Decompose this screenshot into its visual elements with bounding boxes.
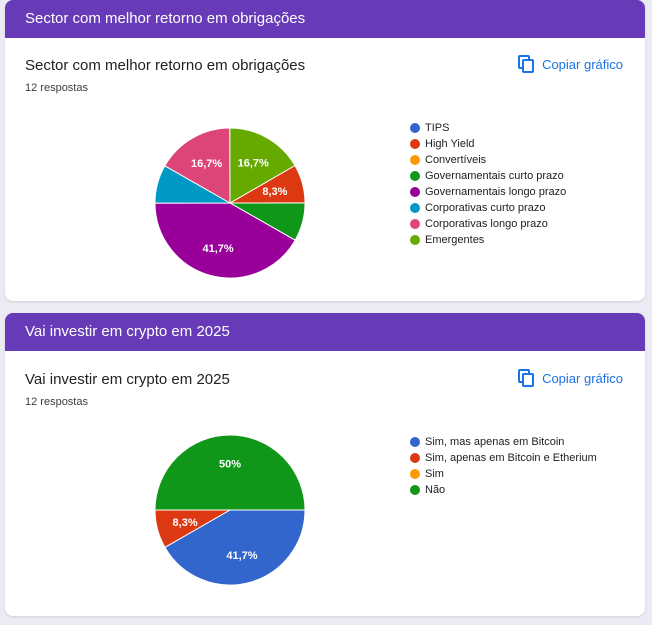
legend-label: Convertíveis xyxy=(425,154,487,166)
legend-label: Sim, mas apenas em Bitcoin xyxy=(425,436,565,448)
pie-slice-label: 50% xyxy=(219,459,241,471)
chart-legend: TIPS High Yield Convertíveis Governamentais… xyxy=(410,120,566,248)
legend-dot-icon xyxy=(410,469,420,479)
pie-slice-corporativas-longo-prazo[interactable] xyxy=(164,127,231,204)
legend-label: Emergentes xyxy=(425,234,485,246)
pie-slice-emergentes[interactable] xyxy=(229,127,296,204)
legend-dot-icon xyxy=(410,485,420,495)
pie-slice-label: 41,7% xyxy=(226,550,257,562)
legend-dot-icon xyxy=(410,203,420,213)
copy-icon xyxy=(518,55,535,73)
pie-slice-label: 16,7% xyxy=(238,158,269,170)
chart-legend: Sim, mas apenas em Bitcoin Sim, apenas em… xyxy=(410,434,597,498)
pie-slice-governamentais-longo-prazo[interactable] xyxy=(154,202,296,279)
copy-chart-button[interactable]: Copiar gráfico xyxy=(518,369,623,387)
legend-item-high-yield: High Yield xyxy=(410,136,566,152)
pie-slice-label: 8,3% xyxy=(262,186,287,198)
copy-icon xyxy=(518,369,535,387)
legend-dot-icon xyxy=(410,235,420,245)
legend-item-sim-mas-apenas-em-bitcoin: Sim, mas apenas em Bitcoin xyxy=(410,434,597,450)
copy-chart-label: Copiar gráfico xyxy=(542,370,623,386)
legend-label: High Yield xyxy=(425,138,475,150)
pie-slice-nao[interactable] xyxy=(154,434,306,511)
legend-dot-icon xyxy=(410,437,420,447)
legend-label: Corporativas longo prazo xyxy=(425,218,548,230)
legend-label: Corporativas curto prazo xyxy=(425,202,546,214)
legend-dot-icon xyxy=(410,453,420,463)
pie-chart-bonds: 8,3% 41,7% 16,7% 16,7% xyxy=(154,127,306,279)
legend-label: Governamentais longo prazo xyxy=(425,186,567,198)
legend-label: Não xyxy=(425,484,446,496)
copy-chart-button[interactable]: Copiar gráfico xyxy=(518,55,623,73)
copy-chart-label: Copiar gráfico xyxy=(542,56,623,72)
question-card-bonds: Sector com melhor retorno em obrigações … xyxy=(5,0,645,301)
response-count: 12 respostas xyxy=(25,396,88,408)
legend-item-governamentais-longo-prazo: Governamentais longo prazo xyxy=(410,184,566,200)
legend-item-governamentais-curto-prazo: Governamentais curto prazo xyxy=(410,168,566,184)
legend-label: Sim, apenas em Bitcoin e Etherium xyxy=(425,452,597,464)
legend-item-corporativas-longo-prazo: Corporativas longo prazo xyxy=(410,216,566,232)
legend-dot-icon xyxy=(410,155,420,165)
legend-item-sim: Sim xyxy=(410,466,597,482)
pie-slice-sim-mas-apenas-em-bitcoin[interactable] xyxy=(164,509,306,586)
legend-item-convertiveis: Convertíveis xyxy=(410,152,566,168)
card-header: Vai investir em crypto em 2025 xyxy=(5,313,645,351)
legend-label: TIPS xyxy=(425,122,450,134)
legend-item-emergentes: Emergentes xyxy=(410,232,566,248)
legend-dot-icon xyxy=(410,219,420,229)
legend-dot-icon xyxy=(410,171,420,181)
pie-slice-label: 8,3% xyxy=(173,517,198,529)
legend-item-sim-apenas-em-bitcoin-e-etherium: Sim, apenas em Bitcoin e Etherium xyxy=(410,450,597,466)
legend-item-tips: TIPS xyxy=(410,120,566,136)
pie-chart-crypto: 41,7% 8,3% 50% xyxy=(154,434,306,586)
legend-dot-icon xyxy=(410,187,420,197)
legend-dot-icon xyxy=(410,123,420,133)
question-title: Sector com melhor retorno em obrigações xyxy=(25,57,306,74)
pie-slice-label: 16,7% xyxy=(191,158,222,170)
legend-label: Sim xyxy=(425,468,444,480)
legend-dot-icon xyxy=(410,139,420,149)
pie-slice-label: 41,7% xyxy=(202,243,233,255)
card-header: Sector com melhor retorno em obrigações xyxy=(5,0,645,38)
legend-label: Governamentais curto prazo xyxy=(425,170,564,182)
response-count: 12 respostas xyxy=(25,82,88,94)
legend-item-nao: Não xyxy=(410,482,597,498)
question-title: Vai investir em crypto em 2025 xyxy=(25,371,230,388)
question-card-crypto: Vai investir em crypto em 2025 Vai inves… xyxy=(5,313,645,616)
legend-item-corporativas-curto-prazo: Corporativas curto prazo xyxy=(410,200,566,216)
